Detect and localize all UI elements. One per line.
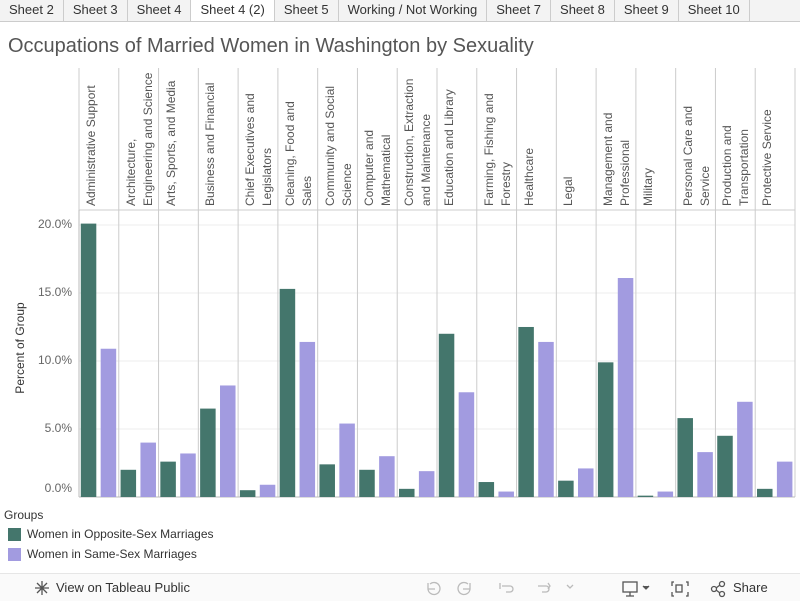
bar <box>518 326 534 497</box>
column-header: Construction, Extraction and Maintenance <box>402 78 434 206</box>
tab[interactable]: Sheet 5 <box>275 0 339 21</box>
column-header: Chief Executives and Legislators <box>243 93 275 206</box>
bar <box>140 442 156 497</box>
column-header: Education and Library <box>442 89 456 206</box>
column-header: Community and Social Science <box>322 85 354 206</box>
legend-item: Women in Same-Sex Marriages <box>8 547 197 561</box>
bar <box>776 461 793 497</box>
column-header: Healthcare <box>521 147 536 206</box>
column-header: Arts, Sports, and Media <box>163 80 178 206</box>
y-axis-title: Percent of Group <box>13 302 27 394</box>
tab[interactable]: Sheet 7 <box>487 0 552 21</box>
bar <box>319 464 335 497</box>
tab[interactable]: Sheet 9 <box>615 0 679 21</box>
column-header: Personal Care and Service <box>680 105 712 206</box>
share-button[interactable]: Share <box>733 580 768 595</box>
bar <box>737 401 753 497</box>
bar <box>200 408 216 497</box>
y-tick-label: 15.0% <box>38 285 72 299</box>
legend-label: Women in Same-Sex Marriages <box>27 547 197 561</box>
chart: Percent of Group 0.0% 5.0% 10.0% 15.0% 20.0% <box>13 68 796 498</box>
tableau-icon <box>35 581 49 595</box>
bar <box>657 491 674 497</box>
share-icons <box>622 580 726 598</box>
bar <box>339 423 355 497</box>
bar <box>757 488 773 497</box>
bar <box>80 223 97 497</box>
y-tick-label: 20.0% <box>38 217 72 231</box>
bar <box>637 495 654 497</box>
column-header: Administrative Support <box>84 85 98 206</box>
bar <box>558 480 574 497</box>
column-header: Production and Transportation <box>720 125 752 206</box>
bar <box>717 435 733 497</box>
tab[interactable]: Sheet 4 <box>128 0 192 21</box>
bar <box>418 471 435 497</box>
legend-swatch <box>8 527 21 541</box>
bar <box>498 491 514 497</box>
undo-redo-icons <box>427 581 574 596</box>
bar <box>220 385 236 497</box>
bar <box>359 469 375 497</box>
bar <box>677 418 693 497</box>
column-header: Military <box>640 168 655 206</box>
y-tick-label: 0.0% <box>45 481 73 495</box>
bar <box>379 456 395 497</box>
bar <box>399 488 415 497</box>
bar <box>617 278 634 497</box>
toolbar-icons <box>35 580 726 598</box>
bar <box>697 452 713 497</box>
legend-title: Groups <box>4 508 44 522</box>
chart-title: Occupations of Married Women in Washingt… <box>8 35 534 57</box>
column-header: Business and Financial <box>203 82 218 206</box>
bar <box>538 341 554 497</box>
bar <box>120 469 137 497</box>
bar <box>160 461 176 497</box>
legend-label: Women in Opposite-Sex Marriages <box>27 527 214 541</box>
bar <box>259 484 276 497</box>
bar <box>597 362 614 497</box>
column-header: Computer and Mathematical <box>362 129 394 206</box>
y-tick-label: 10.0% <box>38 353 72 367</box>
column-header: Legal <box>561 176 576 206</box>
legend-item: Women in Opposite-Sex Marriages <box>8 527 214 541</box>
column-header: Cleaning, Food and Sales <box>282 101 314 206</box>
tab[interactable]: Working / Not Working <box>339 0 488 21</box>
bar <box>239 490 256 497</box>
toolbar: View on Tableau Public Share <box>0 573 800 601</box>
bar <box>180 453 196 497</box>
bar <box>279 288 296 497</box>
column-header: Architecture, Engineering and Science <box>123 72 155 206</box>
column-header: Protective Service <box>760 109 775 206</box>
column-header: Farming, Fishing and Forestry <box>481 93 513 206</box>
legend-swatch <box>8 547 21 561</box>
bar <box>100 348 117 497</box>
bar <box>438 333 455 497</box>
bar <box>299 341 316 497</box>
tab[interactable]: Sheet 3 <box>64 0 128 21</box>
column-header: Management and Professional <box>601 112 633 206</box>
tab[interactable]: Sheet 8 <box>551 0 615 21</box>
bar <box>458 392 475 497</box>
y-tick-label: 5.0% <box>45 421 73 435</box>
tab[interactable]: Sheet 10 <box>679 0 750 21</box>
tab[interactable]: Sheet 4 (2) <box>191 0 275 21</box>
view-on-tableau-link[interactable]: View on Tableau Public <box>56 580 190 595</box>
tab[interactable]: Sheet 2 <box>0 0 64 21</box>
bar <box>578 468 594 497</box>
bar <box>478 482 495 497</box>
